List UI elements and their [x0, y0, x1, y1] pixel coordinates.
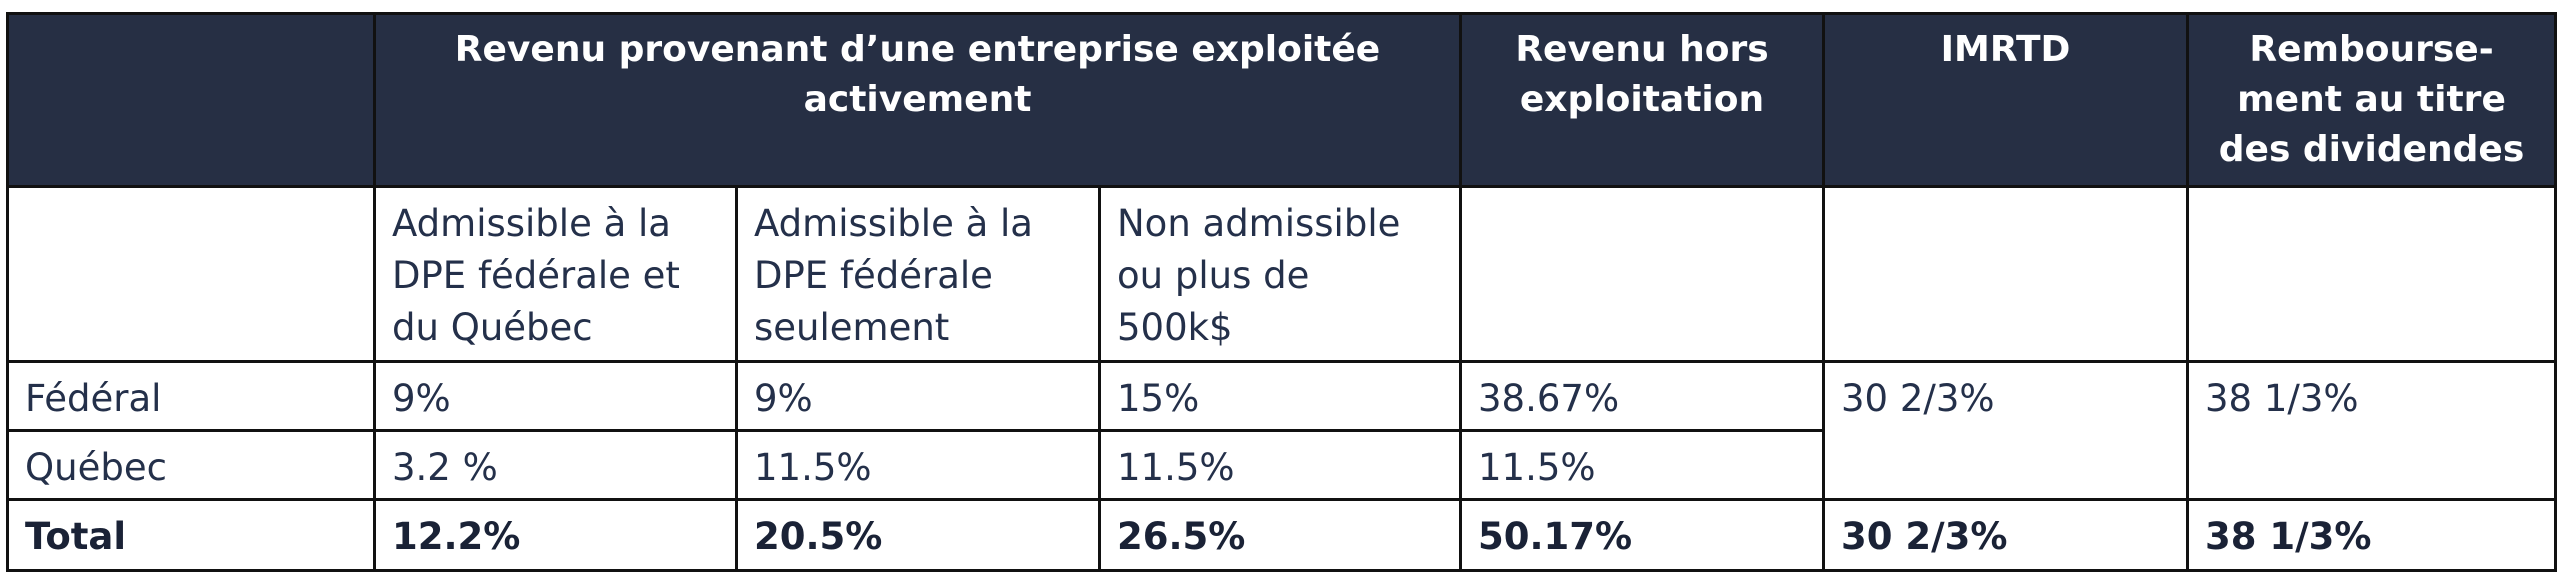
federal-dpe-federal-quebec-value: 9% — [373, 360, 738, 432]
table-row-total: Total 12.2% 20.5% 26.5% 50.17% 30 2/3% 3… — [6, 498, 2558, 572]
total-dpe-federal-quebec-value: 12.2% — [373, 498, 738, 572]
quebec-non-admissible-value: 11.5% — [1097, 429, 1463, 501]
total-non-admissible-value: 26.5% — [1097, 498, 1463, 572]
table-row-federal: Fédéral 9% 9% 15% 38.67% 30 2/3% 38 1/3% — [6, 360, 2558, 501]
subheader-row: Admissible à la DPE fédérale et du Québe… — [6, 185, 2558, 363]
header-non-operating-income: Revenu hors exploitation — [1459, 12, 1826, 188]
total-non-operating-value: 50.17% — [1459, 498, 1826, 572]
federal-non-admissible-value: 15% — [1097, 360, 1463, 432]
table-row-quebec: Québec 3.2 % 11.5% 11.5% 11.5% — [6, 429, 2556, 501]
subheader-empty-cell — [1459, 185, 1826, 363]
subheader-empty-cell — [1822, 185, 2190, 363]
quebec-dpe-federal-quebec-value: 3.2 % — [373, 429, 738, 501]
federal-non-operating-value: 38.67% — [1459, 360, 1826, 432]
total-dividend-refund-value: 38 1/3% — [2186, 498, 2558, 572]
header-dividend-refund: Rembourse- ment au titre des dividendes — [2186, 12, 2558, 188]
dividend-refund-value: 38 1/3% — [2186, 360, 2558, 501]
subheader-dpe-federal-only: Admissible à la DPE fédérale seulement — [735, 185, 1101, 363]
subheader-empty-cell — [6, 185, 376, 363]
subheader-non-admissible: Non admissible ou plus de 500k$ — [1097, 185, 1463, 363]
total-imrtd-value: 30 2/3% — [1822, 498, 2190, 572]
row-label-federal: Fédéral — [6, 360, 376, 432]
federal-dpe-federal-only-value: 9% — [735, 360, 1101, 432]
quebec-non-operating-value: 11.5% — [1459, 429, 1826, 501]
tax-rate-table: Revenu provenant d’une entreprise exploi… — [6, 12, 2558, 572]
imrtd-value: 30 2/3% — [1822, 360, 2190, 501]
header-imrtd: IMRTD — [1822, 12, 2190, 188]
header-row: Revenu provenant d’une entreprise exploi… — [6, 12, 2558, 188]
tax-rate-table-container: Revenu provenant d’une entreprise exploi… — [6, 12, 2558, 572]
quebec-dpe-federal-only-value: 11.5% — [735, 429, 1101, 501]
header-corner-cell — [6, 12, 376, 188]
subheader-empty-cell — [2186, 185, 2558, 363]
subheader-dpe-federal-quebec: Admissible à la DPE fédérale et du Québe… — [373, 185, 738, 363]
header-active-business-income: Revenu provenant d’une entreprise exploi… — [372, 12, 1463, 188]
row-label-total: Total — [6, 498, 376, 572]
total-dpe-federal-only-value: 20.5% — [735, 498, 1101, 572]
row-label-quebec: Québec — [6, 429, 376, 501]
